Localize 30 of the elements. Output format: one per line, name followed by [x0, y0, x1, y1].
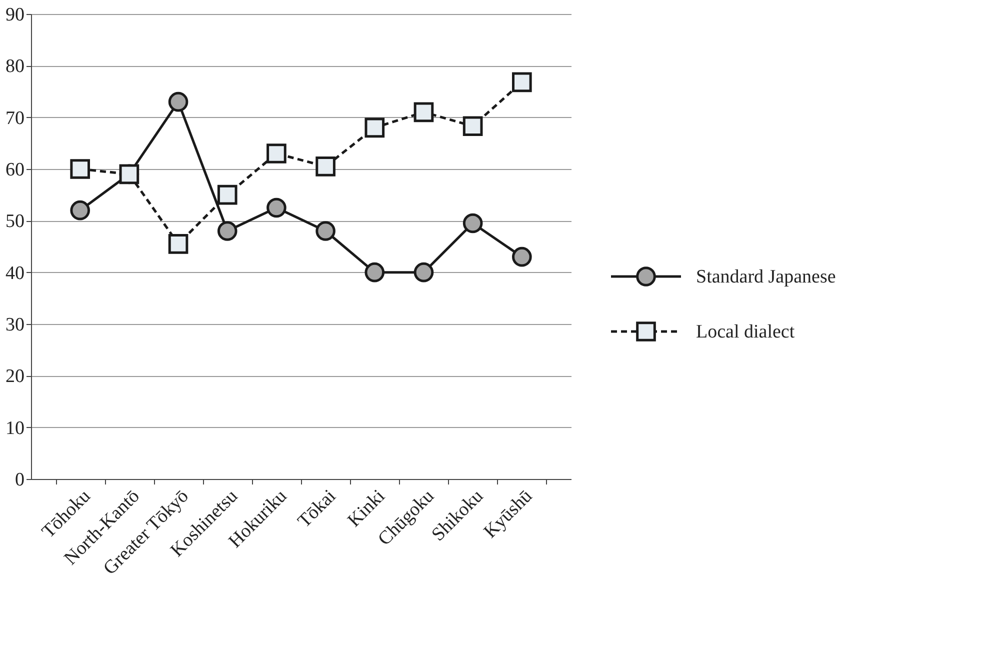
point: [364, 118, 385, 138]
point: [512, 246, 532, 267]
point: [70, 159, 90, 179]
point: [316, 156, 336, 176]
point: [414, 102, 434, 122]
y-tick-label: 50: [6, 211, 24, 232]
y-tick-label: 20: [6, 366, 24, 388]
legend-label: Local dialect: [696, 322, 796, 342]
y-tick-label: 30: [6, 314, 24, 336]
legend-label: Standard Japanese: [696, 266, 836, 288]
y-tick-label: 0: [15, 470, 24, 490]
y-tick-label: 10: [6, 418, 24, 439]
point: [217, 184, 238, 205]
point: [70, 200, 90, 220]
y-tick-label: 40: [6, 262, 24, 284]
point: [266, 144, 286, 164]
y-tick-label: 80: [6, 56, 24, 78]
y-tick-label: 60: [6, 160, 24, 180]
point: [364, 262, 385, 282]
y-tick-label: 70: [6, 108, 24, 129]
point: [266, 198, 286, 218]
point: [168, 234, 188, 254]
point: [512, 72, 532, 92]
point: [168, 92, 188, 112]
point: [316, 221, 336, 241]
y-tick-label: 90: [6, 4, 24, 26]
point: [217, 221, 238, 241]
point: [414, 262, 434, 282]
point: [462, 116, 483, 136]
point: [462, 213, 483, 234]
